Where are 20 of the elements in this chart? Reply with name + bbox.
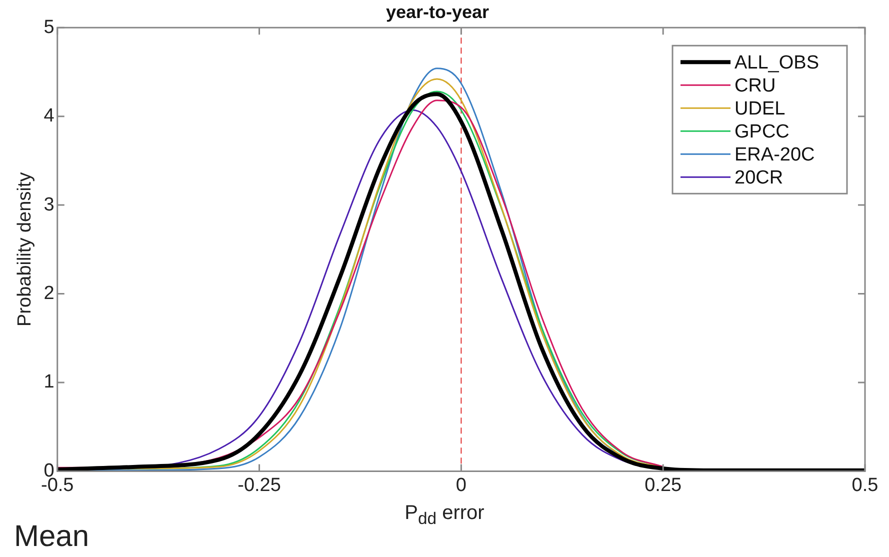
y-tick-label: 4 xyxy=(44,106,55,127)
x-tick-label: 0.25 xyxy=(644,474,682,496)
y-tick-label: 3 xyxy=(44,194,54,216)
x-axis-title: P$_{dd}$ error xyxy=(404,502,484,528)
legend-label: ERA-20C xyxy=(734,144,815,166)
legend-label: ALL_OBS xyxy=(734,52,819,74)
y-axis-title: Probability density xyxy=(14,172,36,326)
text: Mean xyxy=(14,520,90,554)
legend-label: 20CR xyxy=(734,167,784,188)
legend-label: CRU xyxy=(734,75,776,96)
y-tick-label: 1 xyxy=(44,372,54,393)
x-tick-label: 0 xyxy=(456,474,466,496)
y-tick-label: 2 xyxy=(44,282,54,304)
y-tick-label: 5 xyxy=(44,16,54,38)
legend-label: GPCC xyxy=(734,121,790,142)
line-series xyxy=(57,92,865,472)
x-tick-label: 0.5 xyxy=(852,474,878,496)
legend-label: UDEL xyxy=(734,98,786,120)
x-tick-label: -0.25 xyxy=(238,474,281,496)
chart-title: year-to-year xyxy=(386,2,490,22)
